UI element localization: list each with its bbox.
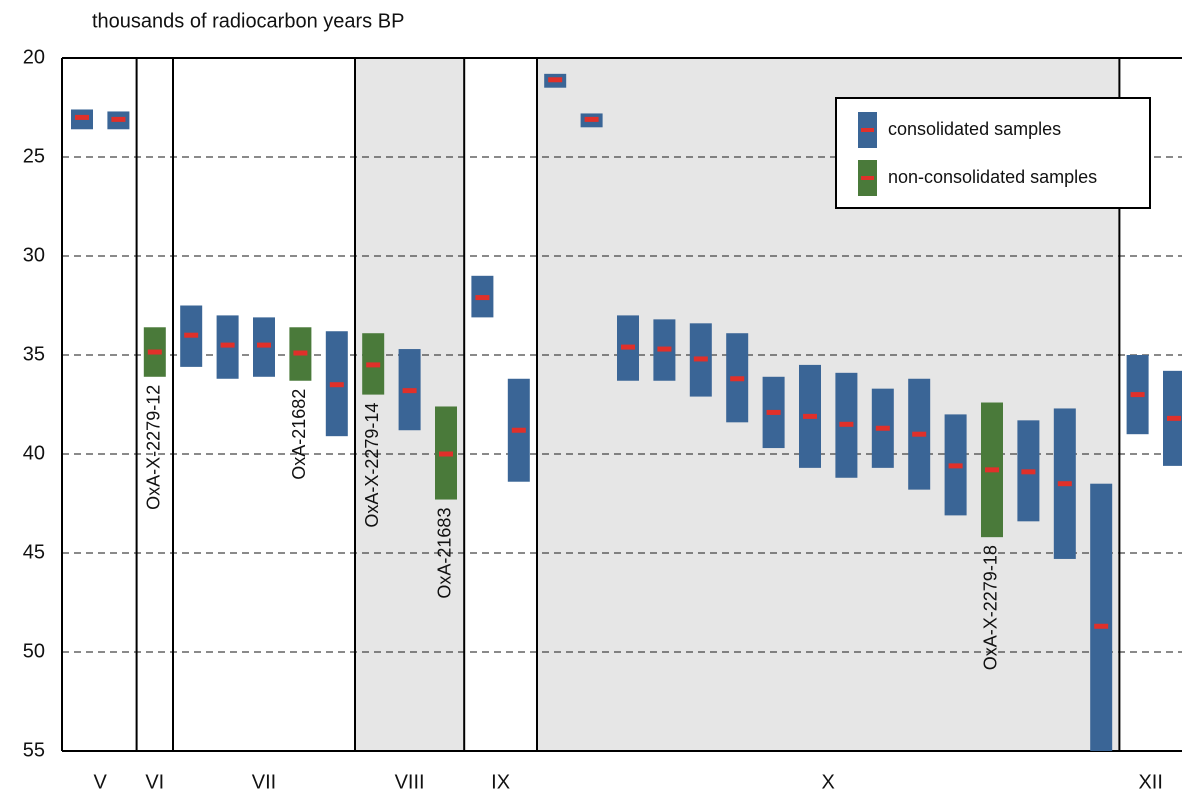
- layer-label: IX: [491, 771, 510, 793]
- mean-marker: [621, 344, 635, 350]
- mean-marker: [766, 409, 781, 415]
- mean-marker: [693, 356, 708, 362]
- mean-marker: [1057, 481, 1072, 487]
- mean-marker: [402, 388, 417, 394]
- legend-mean-marker: [861, 176, 874, 180]
- y-axis-label: thousands of radiocarbon years BP: [92, 10, 404, 32]
- mean-marker: [839, 421, 854, 427]
- y-tick-label: 20: [23, 46, 45, 68]
- mean-marker: [293, 350, 308, 356]
- legend-mean-marker: [861, 128, 874, 132]
- layer-label: VI: [145, 771, 164, 793]
- mean-marker: [1130, 392, 1145, 398]
- mean-marker: [220, 342, 235, 348]
- y-tick-label: 25: [23, 145, 45, 167]
- mean-marker: [111, 116, 126, 122]
- y-tick-label: 50: [23, 640, 45, 662]
- legend-label: non-consolidated samples: [888, 167, 1097, 187]
- mean-marker: [584, 116, 599, 122]
- sample-label: OxA-X-2279-12: [144, 385, 164, 510]
- sample-label: OxA-21682: [289, 389, 309, 480]
- mean-marker: [803, 413, 817, 419]
- legend-label: consolidated samples: [888, 119, 1061, 139]
- mean-marker: [1094, 623, 1109, 629]
- layer-label: V: [94, 771, 108, 793]
- mean-marker: [948, 463, 963, 469]
- mean-marker: [147, 349, 162, 355]
- mean-marker: [912, 431, 927, 437]
- mean-marker: [475, 295, 490, 301]
- y-tick-label: 45: [23, 541, 45, 563]
- layer-label: VII: [252, 771, 276, 793]
- mean-marker: [657, 346, 672, 352]
- sample-label: OxA-21683: [435, 508, 455, 599]
- layer-label: X: [822, 771, 835, 793]
- mean-marker: [985, 467, 999, 473]
- y-tick-label: 30: [23, 244, 45, 266]
- mean-marker: [439, 451, 453, 457]
- mean-marker: [75, 114, 89, 120]
- layer-label: XII: [1138, 771, 1162, 793]
- mean-marker: [730, 376, 745, 382]
- mean-marker: [366, 362, 381, 368]
- sample-label: OxA-X-2279-14: [362, 403, 382, 528]
- mean-marker: [184, 332, 199, 338]
- y-tick-label: 55: [23, 739, 45, 761]
- y-tick-label: 35: [23, 343, 45, 365]
- legend-box: [835, 97, 1151, 209]
- sample-label: OxA-X-2279-18: [981, 545, 1001, 670]
- mean-marker: [1167, 415, 1181, 421]
- mean-marker: [511, 427, 526, 433]
- range-bar: [1090, 483, 1113, 751]
- mean-marker: [875, 425, 890, 431]
- mean-marker: [257, 342, 271, 348]
- y-tick-label: 40: [23, 442, 45, 464]
- mean-marker: [1021, 469, 1036, 475]
- layer-label: VIII: [395, 771, 425, 793]
- mean-marker: [548, 77, 563, 83]
- mean-marker: [329, 382, 344, 388]
